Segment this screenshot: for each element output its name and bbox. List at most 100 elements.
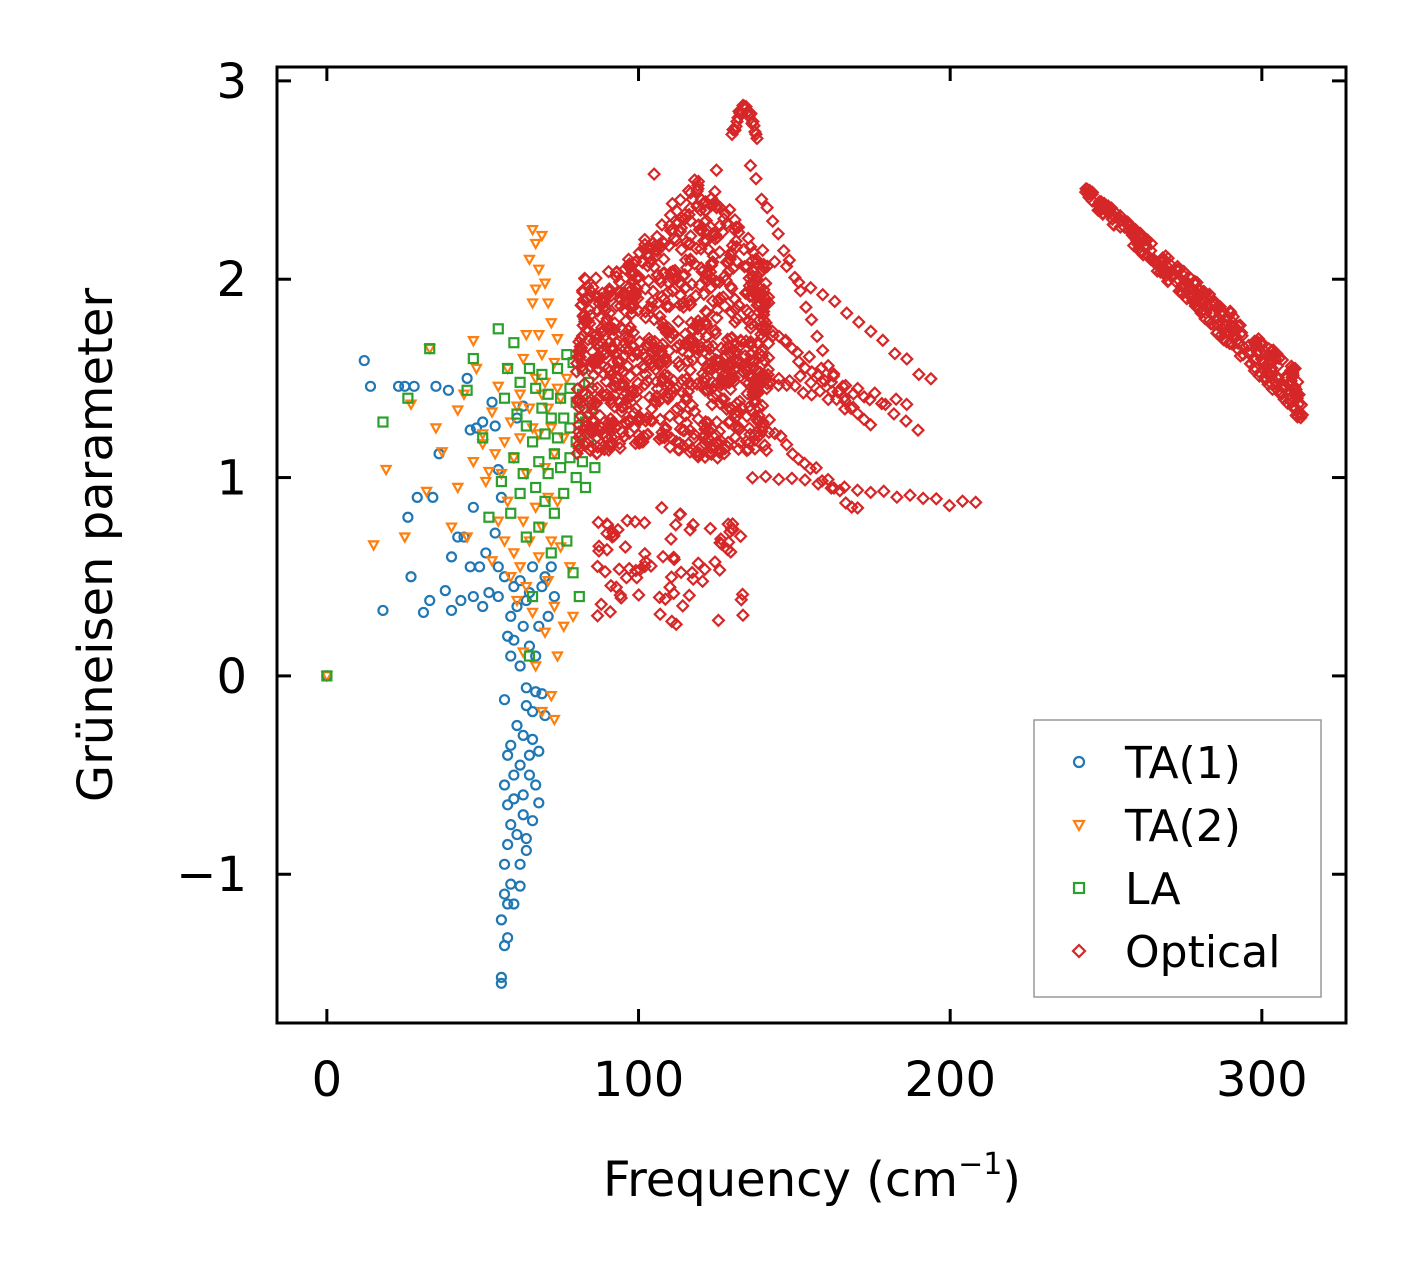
data-point: [771, 472, 786, 487]
legend-item: TA(2): [1072, 801, 1241, 852]
data-point: [542, 388, 554, 400]
data-point: [712, 245, 727, 260]
data-point: [665, 222, 680, 237]
data-point: [734, 592, 749, 607]
data-point: [605, 423, 620, 438]
data-point: [507, 548, 521, 560]
data-point: [1210, 317, 1225, 332]
data-point: [889, 490, 904, 505]
data-point: [1094, 200, 1109, 215]
x-tick-label: 300: [1216, 1052, 1308, 1108]
data-point: [533, 745, 545, 757]
data-point: [491, 516, 505, 528]
data-point: [613, 299, 628, 313]
data-point: [609, 269, 624, 284]
data-point: [738, 348, 753, 363]
data-point: [641, 336, 656, 351]
data-point: [765, 214, 780, 229]
data-point: [653, 354, 667, 369]
data-point: [495, 468, 508, 481]
data-point: [655, 289, 669, 304]
data-point: [502, 898, 514, 910]
data-point: [545, 561, 557, 573]
data-point: [451, 405, 465, 417]
data-point: [551, 651, 564, 663]
y-tick-label: 3: [216, 54, 247, 110]
data-point: [520, 531, 532, 543]
data-point: [358, 354, 370, 367]
data-point: [533, 521, 545, 533]
data-point: [470, 363, 483, 376]
data-point: [687, 256, 702, 271]
data-point: [477, 432, 489, 444]
data-point: [603, 604, 618, 619]
data-point: [779, 378, 794, 393]
legend-label: Optical: [1125, 927, 1280, 978]
data-point: [712, 563, 727, 577]
data-point: [583, 419, 598, 434]
data-point: [526, 733, 539, 745]
data-point: [495, 977, 507, 989]
data-point: [1132, 227, 1147, 242]
data-point: [697, 562, 712, 577]
data-point: [590, 608, 605, 623]
data-point: [742, 436, 756, 451]
data-point: [803, 461, 818, 476]
data-point: [485, 556, 499, 568]
data-point: [627, 289, 642, 304]
data-point: [585, 381, 600, 396]
data-point: [530, 650, 542, 662]
legend-label: TA(2): [1124, 801, 1241, 852]
data-point: [968, 495, 983, 510]
data-point: [876, 484, 891, 499]
data-point: [663, 265, 678, 280]
data-point: [675, 598, 690, 613]
data-point: [523, 403, 536, 415]
data-point: [751, 429, 766, 444]
data-point: [541, 298, 555, 310]
data-point: [557, 621, 571, 634]
data-point: [708, 555, 722, 570]
data-point: [607, 399, 622, 414]
data-point: [544, 536, 558, 548]
series-ta-2: [320, 224, 580, 727]
data-point: [810, 329, 825, 344]
data-point: [544, 318, 558, 330]
data-point: [749, 272, 764, 286]
data-point: [694, 223, 709, 238]
data-point: [600, 517, 614, 531]
data-point: [637, 232, 652, 247]
data-point: [712, 291, 727, 306]
data-point: [709, 415, 724, 429]
data-point: [721, 264, 736, 279]
data-point: [815, 287, 830, 302]
data-point: [671, 442, 686, 457]
data-point: [607, 388, 622, 403]
data-point: [785, 447, 800, 461]
data-point: [857, 389, 872, 404]
data-point: [505, 507, 517, 519]
data-point: [1085, 187, 1100, 202]
data-point: [392, 380, 405, 392]
data-point: [513, 389, 527, 402]
data-point: [737, 259, 752, 274]
data-point: [727, 370, 741, 385]
data-point: [427, 491, 439, 503]
data-point: [863, 324, 878, 339]
data-point: [713, 353, 728, 368]
data-point: [592, 539, 606, 554]
data-point: [517, 467, 529, 480]
data-point: [585, 355, 600, 370]
legend-label: TA(1): [1124, 738, 1241, 789]
data-point: [592, 349, 607, 363]
data-point: [1217, 332, 1232, 347]
data-point: [729, 396, 744, 411]
data-point: [698, 382, 713, 397]
data-point: [899, 352, 914, 366]
data-point: [1140, 232, 1155, 247]
data-point: [749, 171, 763, 186]
data-point: [671, 355, 686, 370]
data-point: [583, 359, 598, 374]
data-point: [577, 314, 592, 329]
data-point: [573, 396, 587, 411]
